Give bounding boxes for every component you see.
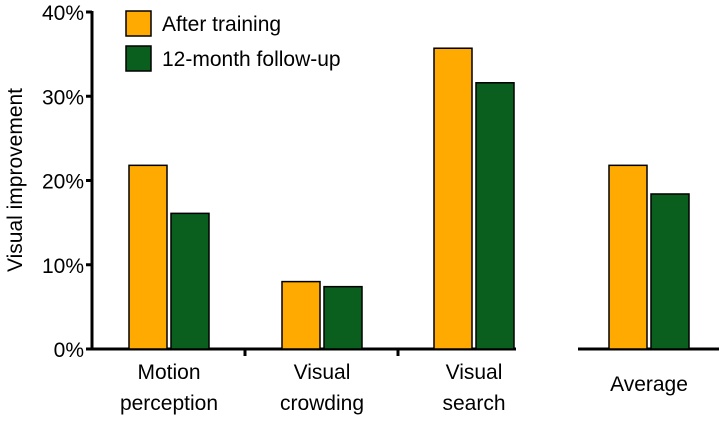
legend-label-after-training: After training bbox=[162, 13, 281, 36]
legend-swatch-follow-up bbox=[125, 45, 152, 72]
bar-follow-up bbox=[170, 212, 210, 350]
bar-after-training bbox=[281, 280, 321, 350]
bar-after-training bbox=[433, 47, 473, 350]
bar-follow-up bbox=[475, 82, 515, 350]
y-axis-label: Visual improvement bbox=[4, 88, 27, 272]
x-tick-label: Motion perception bbox=[120, 361, 218, 415]
y-tick-label: 30% bbox=[42, 86, 84, 109]
bar-after-training bbox=[608, 164, 648, 350]
y-tick-label: 40% bbox=[42, 2, 84, 25]
bar-after-training bbox=[128, 164, 168, 350]
x-tick-label: Visual search bbox=[442, 361, 505, 415]
x-tick-label: Average bbox=[610, 373, 688, 396]
bar-follow-up bbox=[323, 285, 363, 350]
legend: After training 12-month follow-up bbox=[125, 10, 341, 72]
x-tick-label: Visual crowding bbox=[280, 361, 364, 415]
y-tick-label: 20% bbox=[42, 171, 84, 194]
legend-swatch-after-training bbox=[125, 10, 152, 37]
y-tick-label: 0% bbox=[54, 339, 84, 362]
legend-label-follow-up: 12-month follow-up bbox=[162, 48, 341, 71]
bar-follow-up bbox=[650, 193, 690, 350]
y-tick-label: 10% bbox=[42, 255, 84, 278]
